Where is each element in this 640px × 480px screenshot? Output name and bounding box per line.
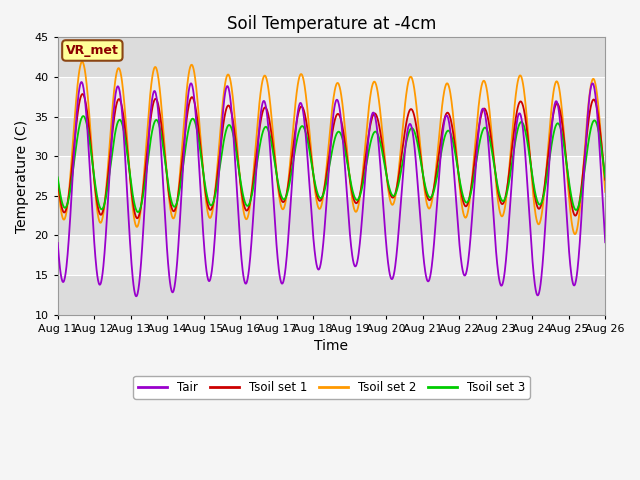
Text: VR_met: VR_met bbox=[66, 44, 119, 57]
Legend: Tair, Tsoil set 1, Tsoil set 2, Tsoil set 3: Tair, Tsoil set 1, Tsoil set 2, Tsoil se… bbox=[133, 376, 530, 398]
Y-axis label: Temperature (C): Temperature (C) bbox=[15, 120, 29, 233]
X-axis label: Time: Time bbox=[314, 339, 348, 353]
Bar bbox=[58, 77, 605, 117]
Bar bbox=[58, 196, 605, 236]
Bar bbox=[58, 156, 605, 196]
Bar bbox=[58, 117, 605, 156]
Title: Soil Temperature at -4cm: Soil Temperature at -4cm bbox=[227, 15, 436, 33]
Bar bbox=[58, 275, 605, 315]
Bar bbox=[58, 37, 605, 77]
Bar bbox=[58, 236, 605, 275]
